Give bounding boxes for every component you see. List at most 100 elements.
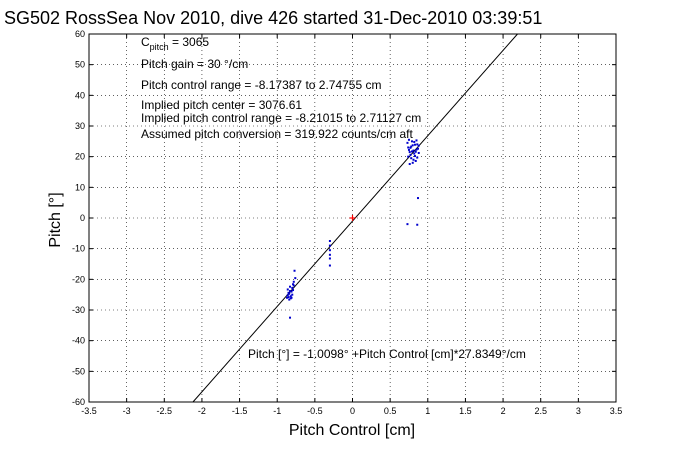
data-point	[417, 144, 420, 147]
x-tick-label: -2	[198, 406, 206, 416]
tick-labels-layer: -3.5 -3 -2.5 -2 -1.5 -1 -0.5 0 0.5 1 1.5 2 2.5 3 3.5 -6…	[72, 29, 622, 416]
data-point	[417, 151, 420, 154]
data-point	[415, 139, 418, 142]
points-layer	[286, 138, 420, 319]
data-point	[413, 155, 416, 158]
data-point	[411, 144, 414, 147]
chart-title: SG502 RossSea Nov 2010, dive 426 started…	[4, 8, 542, 28]
x-tick-label: 1	[425, 406, 430, 416]
fit-equation-label: Pitch [°] = -1.0098° +Pitch Control [cm]…	[248, 347, 526, 361]
data-point	[410, 150, 413, 153]
data-point	[412, 149, 415, 152]
annotation-pitch-control-range: Pitch control range = -8.17387 to 2.7475…	[141, 78, 382, 92]
c-pitch-value: = 3065	[169, 35, 210, 49]
x-tick-label: 2	[501, 406, 506, 416]
y-tick-label: -50	[72, 366, 85, 376]
x-tick-label: -2.5	[157, 406, 173, 416]
y-tick-label: -20	[72, 274, 85, 284]
annotation-implied-pitch-control-range: Implied pitch control range = -8.21015 t…	[141, 111, 421, 125]
data-point	[406, 223, 409, 226]
data-point	[414, 159, 417, 162]
data-point	[410, 145, 413, 148]
data-point	[408, 163, 411, 166]
data-point	[416, 197, 419, 200]
data-point	[289, 285, 292, 288]
y-tick-label: 0	[80, 213, 85, 223]
data-point	[289, 316, 292, 319]
data-point	[416, 156, 419, 159]
data-point	[407, 146, 410, 149]
data-point	[292, 289, 295, 292]
data-point	[290, 290, 293, 293]
y-tick-label: -30	[72, 305, 85, 315]
x-tick-label: 0.5	[384, 406, 397, 416]
data-point	[410, 157, 413, 160]
marker-layer	[349, 215, 356, 221]
data-point	[408, 151, 411, 154]
x-tick-label: 0	[350, 406, 355, 416]
x-tick-label: -3	[123, 406, 131, 416]
data-point	[289, 295, 292, 298]
annotation-implied-pitch-center: Implied pitch center = 3076.61	[141, 98, 302, 112]
data-point	[414, 150, 417, 153]
data-point	[292, 280, 295, 283]
data-point	[413, 143, 416, 146]
data-point	[287, 296, 290, 299]
y-tick-label: 20	[75, 152, 85, 162]
data-point	[328, 244, 331, 247]
data-point	[286, 296, 289, 299]
data-point	[291, 286, 294, 289]
annotation-layer: Cpitch = 3065 Pitch gain = 30 °/cm Pitch…	[141, 35, 526, 361]
data-point	[416, 143, 419, 146]
data-point	[407, 148, 410, 151]
data-point	[294, 277, 297, 280]
y-tick-label: 10	[75, 182, 85, 192]
x-tick-label: 1.5	[459, 406, 472, 416]
data-point	[416, 223, 419, 226]
axes-layer	[88, 33, 617, 403]
data-point	[328, 240, 331, 242]
data-point	[412, 158, 415, 161]
data-point	[413, 140, 416, 143]
data-point	[288, 292, 291, 295]
data-point	[413, 152, 416, 155]
y-tick-label: -60	[72, 397, 85, 407]
data-point	[292, 284, 295, 287]
y-axis-label: Pitch [°]	[47, 192, 64, 247]
data-point	[409, 146, 412, 149]
x-tick-label: -1.5	[232, 406, 248, 416]
data-point	[328, 249, 331, 252]
c-pitch-subscript: pitch	[150, 42, 169, 52]
x-tick-label: -0.5	[307, 406, 323, 416]
x-tick-label: -1	[273, 406, 281, 416]
x-axis-label: Pitch Control [cm]	[289, 422, 415, 439]
data-point	[407, 138, 410, 141]
data-point	[286, 288, 289, 291]
data-point	[415, 148, 418, 151]
x-tick-label: 2.5	[534, 406, 547, 416]
y-tick-label: -10	[72, 244, 85, 254]
y-tick-label: 60	[75, 29, 85, 39]
data-point	[289, 289, 292, 292]
x-tick-label: -3.5	[81, 406, 97, 416]
data-point	[291, 293, 294, 296]
data-point	[288, 298, 291, 301]
y-tick-label: -40	[72, 336, 85, 346]
data-point	[409, 153, 412, 156]
data-point	[292, 283, 295, 286]
data-point	[406, 141, 409, 144]
data-point	[328, 257, 331, 260]
data-point	[328, 264, 331, 267]
data-point	[290, 296, 293, 299]
data-point	[293, 269, 296, 272]
y-tick-label: 50	[75, 60, 85, 70]
c-pitch-main: C	[141, 35, 150, 49]
data-point	[286, 294, 289, 297]
x-tick-label: 3	[576, 406, 581, 416]
data-point	[328, 253, 331, 256]
y-tick-label: 40	[75, 90, 85, 100]
data-point	[410, 140, 413, 143]
